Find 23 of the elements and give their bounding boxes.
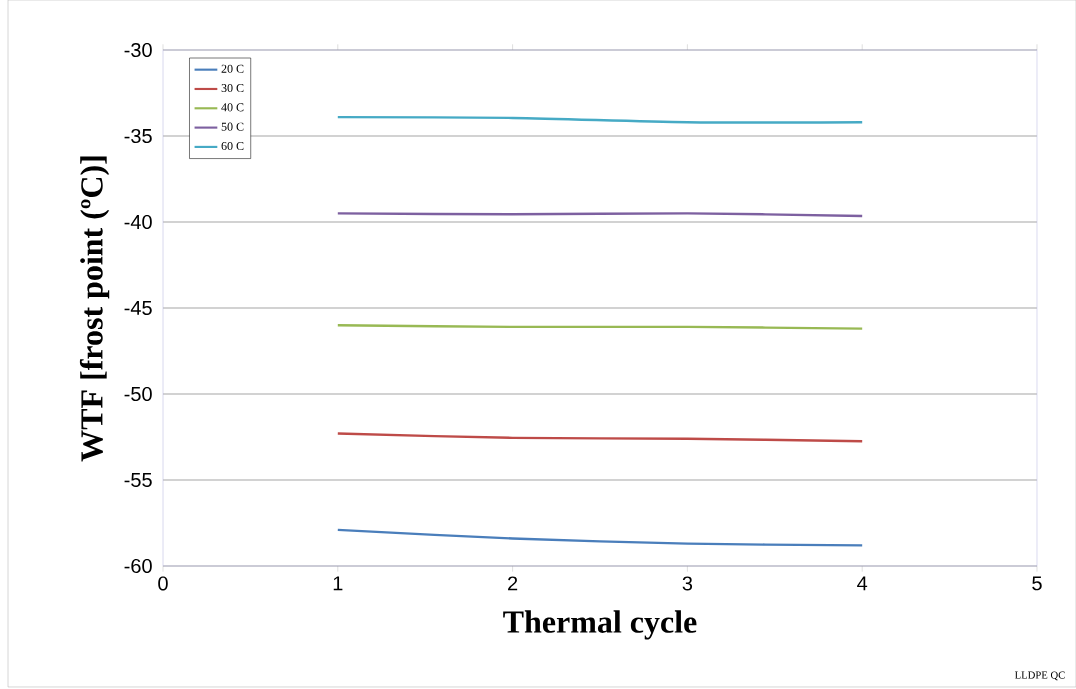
x-tick-label: 5: [1032, 576, 1042, 591]
x-tick-label: 3: [682, 576, 693, 591]
y-tick-label: -60: [124, 558, 152, 574]
x-tick-label: 4: [857, 576, 868, 591]
y-tick-label: -40: [124, 214, 152, 230]
y-tick-label: -30: [124, 42, 152, 58]
y-tick-label: -45: [124, 301, 152, 315]
legend-label: 60 C: [221, 141, 244, 151]
y-tick-label: -55: [124, 473, 152, 487]
y-tick-label: -35: [124, 128, 152, 144]
legend-label: 50 C: [221, 122, 244, 131]
line-series: [336, 528, 864, 547]
legend-label: 20 C: [221, 64, 244, 73]
y-axis-title: WTF [frost point (ºC)]: [79, 156, 110, 462]
legend-label: 30 C: [221, 83, 244, 93]
x-tick-label: 2: [508, 576, 518, 591]
text: LLDPE QC: [1014, 671, 1065, 681]
y-tick-label: -50: [124, 386, 152, 402]
line-series: [336, 432, 864, 443]
x-tick-label: 1: [333, 576, 343, 591]
legend-label: 40 C: [221, 103, 244, 112]
x-axis-title: Thermal cycle: [503, 610, 697, 640]
x-tick-label: 0: [158, 576, 168, 591]
